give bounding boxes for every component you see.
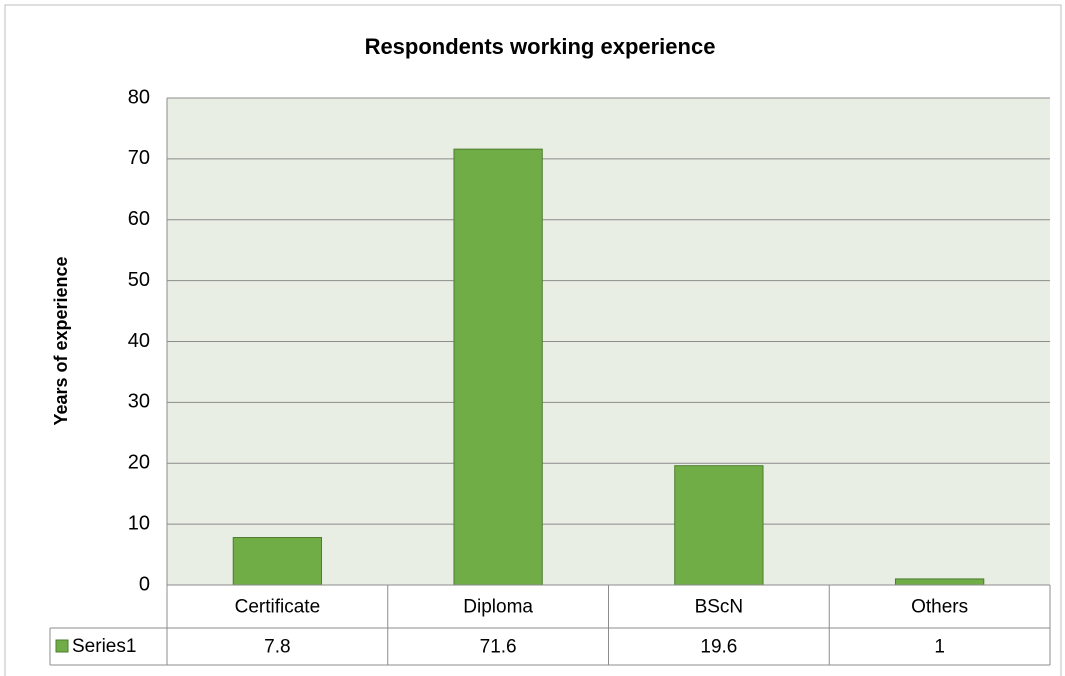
bar <box>674 465 764 586</box>
legend-label: Series1 <box>72 636 136 657</box>
legend-key <box>55 639 69 653</box>
y-tick-label: 10 <box>128 512 150 534</box>
y-tick-label: 60 <box>128 208 150 230</box>
y-tick-label: 30 <box>128 391 150 413</box>
y-tick-label: 50 <box>128 269 150 291</box>
x-tick-label: BScN <box>695 597 744 618</box>
y-tick-label: 80 <box>128 86 150 108</box>
bar <box>453 148 543 586</box>
table-value: 1 <box>934 637 945 658</box>
x-tick-label: Certificate <box>235 597 321 618</box>
y-tick-label: 70 <box>128 147 150 169</box>
table-value: 7.8 <box>264 637 290 658</box>
y-tick-label: 20 <box>128 452 150 474</box>
x-tick-label: Diploma <box>463 597 533 618</box>
table-value: 19.6 <box>700 637 737 658</box>
bar <box>894 578 985 586</box>
bar <box>232 537 323 586</box>
chart-title: Respondents working experience <box>365 34 716 59</box>
x-tick-label: Others <box>911 597 968 618</box>
y-axis-label: Years of experience <box>51 256 71 425</box>
y-tick-label: 40 <box>128 330 150 352</box>
table-value: 71.6 <box>480 637 517 658</box>
y-tick-label: 0 <box>139 573 150 595</box>
